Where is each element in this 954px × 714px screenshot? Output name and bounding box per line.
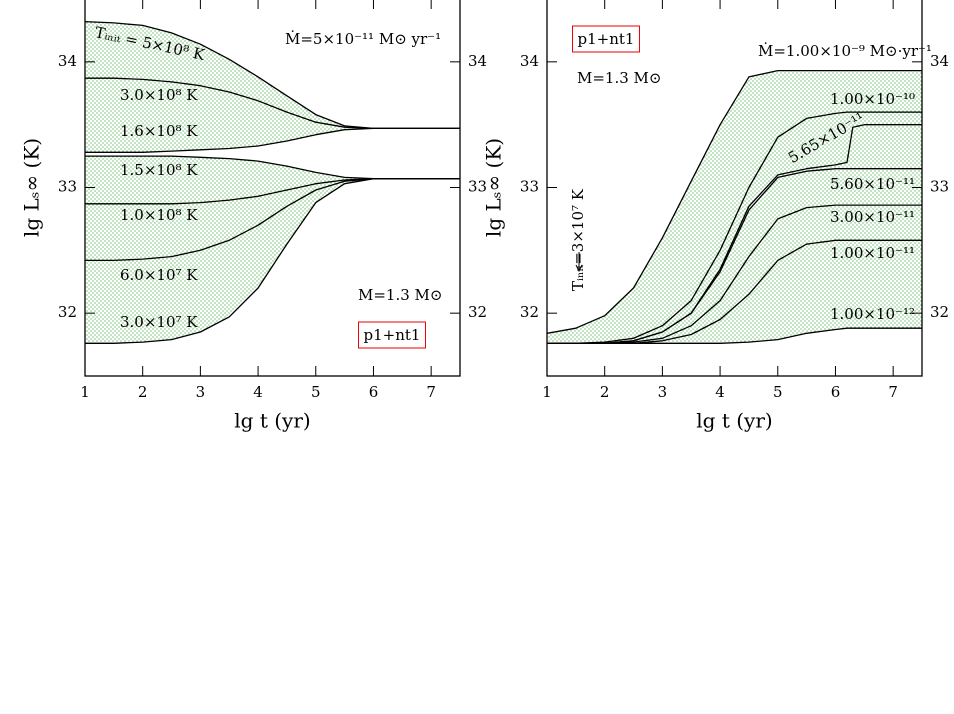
- curve: [85, 127, 460, 153]
- curve: [85, 178, 460, 344]
- curve-label: 3.00×10⁻¹¹: [830, 208, 915, 226]
- x-tick-label: 1: [80, 383, 90, 401]
- x-axis-title: lg t (yr): [234, 409, 310, 433]
- curve-label: 3.0×10⁸ K: [120, 86, 198, 104]
- x-tick-label: 4: [253, 383, 263, 401]
- x-tick-label: 1: [542, 383, 552, 401]
- annotation: Tᵢₙᵢₜ=3×10⁷ K: [569, 188, 587, 291]
- y-tick-label: 33: [58, 178, 77, 196]
- curve-label: 1.6×10⁸ K: [120, 122, 198, 140]
- curve-label: 1.0×10⁸ K: [120, 206, 198, 224]
- x-tick-label: 6: [831, 383, 841, 401]
- y-tick-label: 32: [468, 303, 487, 321]
- curve-label: Ṁ=1.00×10⁻⁹ M⊙·yr⁻¹: [758, 42, 932, 60]
- curve-label: 1.00×10⁻¹⁰: [830, 90, 915, 108]
- y-tick-label: 34: [468, 52, 487, 70]
- y-tick-label: 32: [930, 303, 949, 321]
- annotation: Ṁ=5×10⁻¹¹ M⊙ yr⁻¹: [285, 30, 441, 48]
- curve: [547, 69, 922, 334]
- annotation-box: [572, 25, 640, 53]
- curve-label: 1.5×10⁸ K: [120, 161, 198, 179]
- x-tick-label: 7: [426, 383, 436, 401]
- y-tick-label: 32: [520, 303, 539, 321]
- x-axis-title: lg t (yr): [696, 409, 772, 433]
- y-tick-label: 34: [520, 52, 539, 70]
- curve-label: 1.00×10⁻¹¹: [830, 244, 915, 262]
- fill-band: [547, 70, 922, 344]
- curve-label: 3.0×10⁷ K: [120, 313, 198, 331]
- x-tick-label: 5: [311, 383, 321, 401]
- x-tick-label: 7: [888, 383, 898, 401]
- x-tick-label: 2: [600, 383, 610, 401]
- plot-area: [547, 69, 922, 344]
- annotation: M=1.3 M⊙: [577, 69, 661, 87]
- annotation: M=1.3 M⊙: [358, 286, 442, 304]
- annotation: p1+nt1: [578, 30, 635, 48]
- y-tick-label: 32: [58, 303, 77, 321]
- curve: [547, 111, 922, 344]
- annotation: p1+nt1: [364, 326, 421, 344]
- x-tick-label: 2: [138, 383, 148, 401]
- y-tick-label: 33: [520, 178, 539, 196]
- plot-area: [85, 20, 460, 344]
- curve-label: 5.60×10⁻¹¹: [830, 175, 915, 193]
- curve-label: 1.00×10⁻¹²: [830, 305, 915, 323]
- x-tick-label: 4: [715, 383, 725, 401]
- x-tick-label: 5: [773, 383, 783, 401]
- arrow-head: [575, 264, 583, 273]
- y-axis-title: lg Lₛ∞ (K): [482, 138, 506, 237]
- curve: [547, 327, 922, 344]
- x-tick-label: 3: [196, 383, 206, 401]
- curve-label: 6.0×10⁷ K: [120, 266, 198, 284]
- annotation-box: [358, 321, 426, 349]
- y-tick-label: 33: [930, 178, 949, 196]
- x-tick-label: 6: [369, 383, 379, 401]
- y-axis-title: lg Lₛ∞ (K): [20, 138, 44, 237]
- y-tick-label: 34: [58, 52, 77, 70]
- x-tick-label: 3: [658, 383, 668, 401]
- y-tick-label: 33: [468, 178, 487, 196]
- y-tick-label: 34: [930, 52, 949, 70]
